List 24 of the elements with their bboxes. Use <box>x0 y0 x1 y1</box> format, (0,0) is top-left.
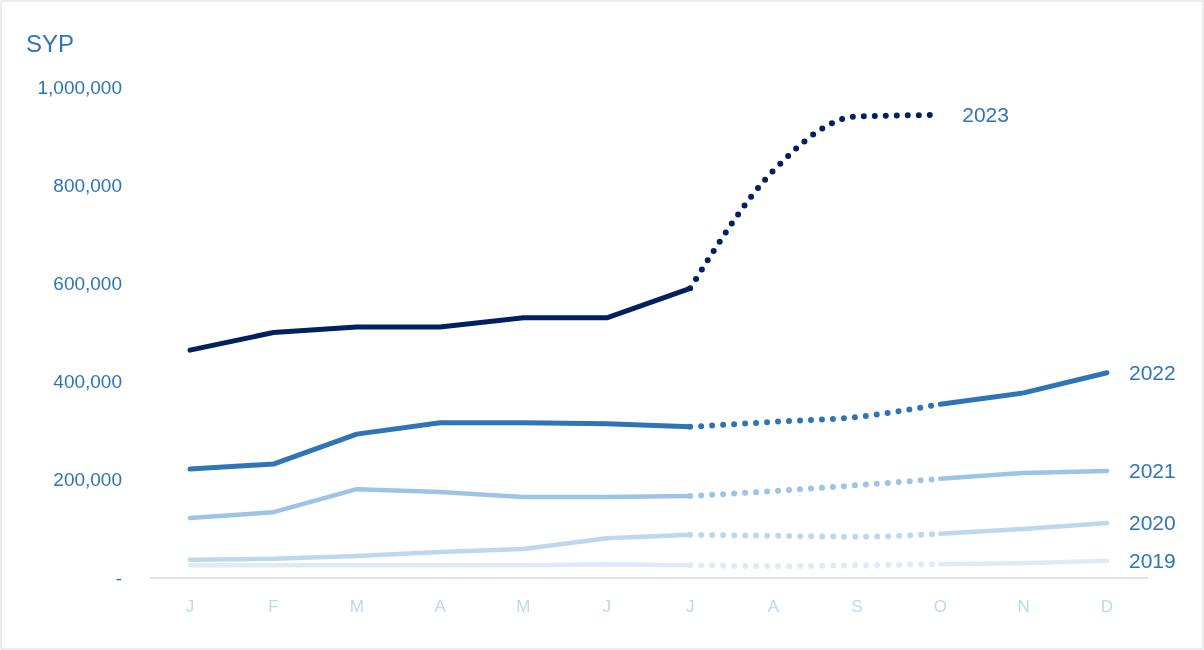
series-label: 2021 <box>1129 459 1176 483</box>
series-label: 2023 <box>962 103 1009 127</box>
x-tick-label: J <box>685 597 695 616</box>
series-label: 2022 <box>1129 361 1176 385</box>
series-label: 2020 <box>1129 511 1176 535</box>
x-tick-label: J <box>602 597 612 616</box>
x-tick-label: M <box>516 597 531 616</box>
x-tick-label: N <box>1017 597 1030 616</box>
series-label: 2019 <box>1129 549 1176 573</box>
x-tick-label: A <box>767 597 780 616</box>
x-tick-label: F <box>268 597 279 616</box>
y-tick-label: 400,000 <box>53 371 122 393</box>
y-tick-label: 200,000 <box>53 469 122 491</box>
x-tick-label: M <box>349 597 364 616</box>
x-tick-label: A <box>434 597 447 616</box>
y-tick-label: - <box>115 567 122 589</box>
x-tick-label: J <box>185 597 195 616</box>
x-tick-label: O <box>933 597 947 616</box>
y-tick-label: 800,000 <box>53 174 122 196</box>
y-axis-title: SYP <box>26 30 75 57</box>
y-tick-label: 1,000,000 <box>37 76 122 98</box>
x-tick-label: S <box>851 597 863 616</box>
y-tick-label: 600,000 <box>53 273 122 295</box>
x-tick-label: D <box>1100 597 1114 616</box>
